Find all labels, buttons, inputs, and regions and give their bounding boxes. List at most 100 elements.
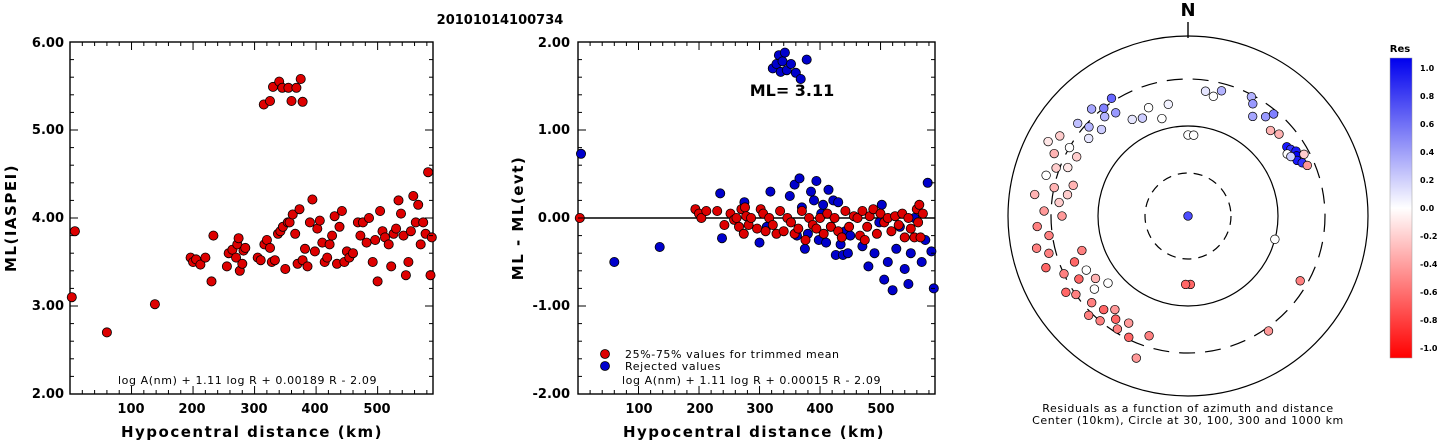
- ml-magnitude-point: [221, 261, 232, 272]
- azimuth-residual-point: [1043, 136, 1053, 147]
- ml-residual-point: [869, 248, 880, 259]
- ml-magnitude-x-tick-3: 400: [301, 402, 328, 417]
- ml-magnitude-point: [426, 232, 437, 243]
- azimuth-residual-point: [1071, 289, 1081, 300]
- ml-magnitude-formula: log A(nm) + 1.11 log R + 0.00189 R - 2.0…: [118, 374, 377, 387]
- ml-residual-x-tick-1: 200: [686, 402, 713, 417]
- azimuth-residual-point: [1208, 91, 1219, 101]
- ml-residual-y-tick-2: 0.00: [538, 211, 570, 226]
- ml-magnitude-point: [231, 252, 242, 263]
- colorbar-tick-label: -1.0: [1420, 344, 1437, 353]
- ml-residual-point: [914, 199, 925, 210]
- azimuth-residual-point: [1069, 257, 1080, 267]
- ml-residual-point: [840, 205, 851, 216]
- azimuth-residual-point: [1041, 263, 1051, 273]
- ml-residual-point: [825, 221, 836, 232]
- azimuth-residual-point: [1087, 298, 1097, 308]
- ml-residual-point: [799, 243, 810, 254]
- colorbar-tick-label: -0.6: [1420, 288, 1437, 297]
- colorbar-scale: [1389, 57, 1413, 359]
- azimuth-residual-point: [1031, 243, 1042, 253]
- ml-magnitude-y-tick-4: 6.00: [32, 36, 64, 51]
- ml-residual-point: [922, 177, 933, 188]
- ml-residual-point: [886, 226, 897, 237]
- ml-magnitude-point: [264, 96, 275, 107]
- colorbar-tick-label: -0.8: [1420, 316, 1437, 325]
- ml-magnitude-point: [195, 259, 206, 270]
- ml-residual-point: [882, 256, 893, 267]
- ml-residual-x-tick-4: 500: [867, 402, 894, 417]
- ml-residual-point: [760, 226, 771, 237]
- ml-residual-point: [752, 223, 763, 234]
- legend-trimmed-marker: [600, 349, 610, 359]
- ml-magnitude-point: [294, 204, 305, 215]
- azimuth-residual-point: [1180, 279, 1191, 290]
- colorbar-tick-label: 0.0: [1420, 204, 1435, 213]
- ml-magnitude-point: [329, 211, 340, 222]
- ml-magnitude-point: [383, 239, 394, 250]
- ml-residual-x-tick-3: 400: [806, 402, 833, 417]
- azimuth-residual-point: [1112, 324, 1123, 334]
- ml-magnitude-ticks: [70, 41, 433, 395]
- residual-colorbar: Res 1.0 0.8 0.6 0.4 0.2 0.0 -0.2 -0.4 -0.6 -0.8 -1…: [1389, 44, 1437, 359]
- azimuth-residual-point: [1086, 104, 1097, 114]
- ml-residual-point: [796, 205, 807, 216]
- azimuth-residual-point: [1189, 130, 1199, 140]
- ml-residual-y-tick-1: -1.00: [533, 299, 570, 314]
- ml-magnitude-point: [363, 212, 374, 223]
- ml-residual-point: [809, 195, 820, 206]
- ml-magnitude-point: [400, 270, 411, 281]
- ml-residual-x-axis-title: Hypocentral distance (km): [623, 423, 885, 441]
- azimuth-residual-point: [1216, 86, 1227, 96]
- azimuth-residual-point: [1090, 273, 1101, 284]
- ml-residual-point: [818, 199, 829, 210]
- azimuth-residual-point: [1260, 112, 1271, 122]
- ml-magnitude-point: [386, 261, 397, 272]
- ml-magnitude-point: [324, 239, 335, 250]
- azimuth-residual-point: [1044, 230, 1054, 241]
- ml-residual-point: [795, 74, 806, 85]
- ml-residual-ticks: [578, 41, 935, 395]
- azimuth-residual-point: [1110, 304, 1120, 315]
- ml-residual-point: [712, 205, 723, 216]
- ml-residual-point: [731, 212, 742, 223]
- ml-magnitude-point: [302, 261, 313, 272]
- ml-residual-point: [811, 175, 822, 186]
- azimuth-residual-point: [1059, 269, 1069, 279]
- azimuth-residual-point: [1096, 124, 1107, 135]
- polar-caption-line2: Center (10km), Circle at 30, 100, 300 an…: [1032, 414, 1344, 427]
- ring-outer: [1007, 35, 1369, 397]
- ml-residual-point: [719, 219, 730, 230]
- ml-residual-point: [829, 212, 840, 223]
- ml-residual-point: [836, 232, 847, 243]
- ml-magnitude-point: [264, 242, 275, 253]
- azimuth-residual-point: [1100, 112, 1110, 122]
- ml-magnitude-point: [405, 226, 416, 237]
- ring-300km: [1097, 125, 1279, 307]
- ml-residual-point: [899, 232, 910, 243]
- azimuth-residual-point: [1051, 163, 1061, 173]
- polar-caption-line1: Residuals as a function of azimuth and d…: [1042, 402, 1333, 415]
- azimuth-residual-point: [1183, 211, 1193, 221]
- ml-residual-point: [701, 205, 712, 216]
- ml-residual-point: [823, 184, 834, 195]
- north-label: N: [1180, 0, 1195, 21]
- ml-magnitude-panel: 2.00 3.00 4.00 5.00 6.00 100 200 300 400…: [2, 36, 437, 441]
- ml-residual-point: [871, 228, 882, 239]
- ml-residual-point: [784, 190, 795, 201]
- azimuth-residual-point: [1143, 103, 1154, 113]
- azimuth-residual-point: [1054, 197, 1064, 208]
- ml-magnitude-point: [255, 255, 266, 266]
- ml-residual-point: [818, 228, 829, 239]
- ml-residual-point: [734, 221, 745, 232]
- azimuth-residual-point: [1072, 152, 1082, 162]
- legend-trimmed-label: 25%-75% values for trimmed mean: [625, 348, 840, 361]
- ml-magnitude-y-tick-2: 4.00: [32, 211, 64, 226]
- ml-magnitude-point: [413, 199, 424, 210]
- ml-residual-y-tick-3: 1.00: [538, 123, 570, 138]
- ml-residual-point: [811, 223, 822, 234]
- ml-magnitude-point: [286, 96, 297, 107]
- colorbar-tick-label: -0.4: [1420, 260, 1437, 269]
- ml-magnitude-point: [309, 246, 320, 257]
- ml-residual-point: [746, 212, 757, 223]
